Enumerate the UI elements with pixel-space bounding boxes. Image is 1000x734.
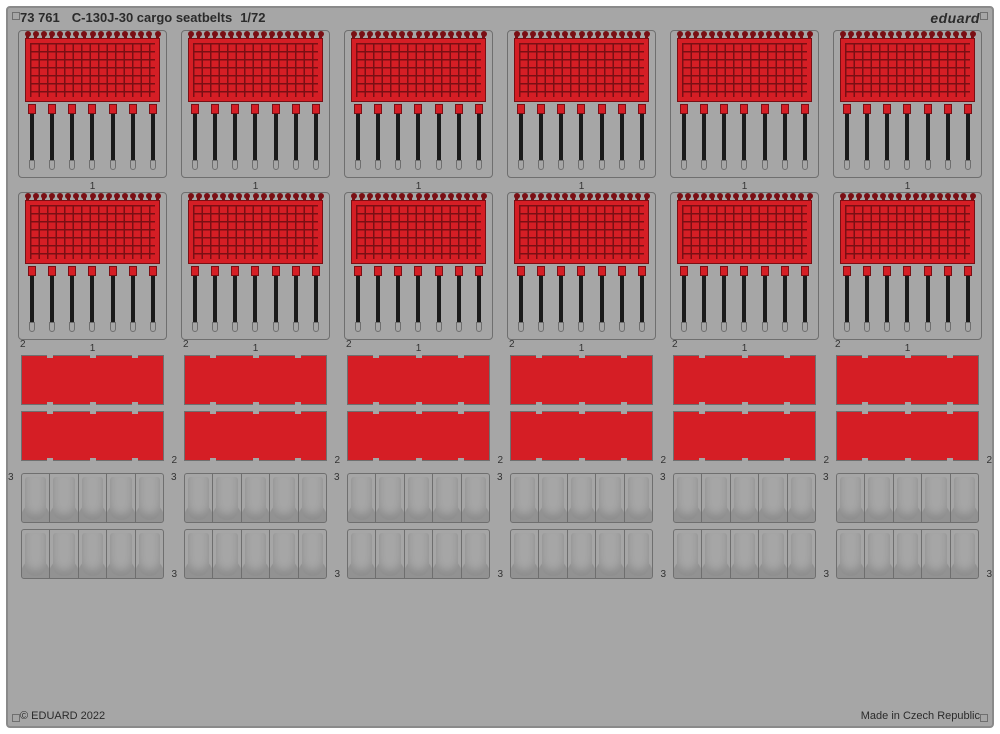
part-label: 3 (497, 569, 503, 580)
part-label: 1 (742, 181, 748, 192)
part-label: 3 (171, 569, 177, 580)
seatbelt-part: 1 (181, 192, 330, 340)
part-label: 2 (334, 455, 340, 466)
part-label: 3 (823, 569, 829, 580)
part-label: 2 (660, 455, 666, 466)
part-label: 3 (8, 472, 14, 483)
sheet: 73 761 C-130J-30 cargo seatbelts 1/72 ed… (0, 0, 1000, 734)
red-panel-part: 22 (670, 352, 819, 464)
part-label: 1 (416, 181, 422, 192)
part-label: 1 (253, 181, 259, 192)
grey-cushion-part: 33 (181, 470, 330, 582)
part-label: 3 (334, 569, 340, 580)
corner-hole (12, 714, 20, 722)
row-seatbelt: 111111 (18, 30, 982, 178)
seatbelt-part: 1 (670, 30, 819, 178)
part-label: 1 (579, 181, 585, 192)
seatbelt-part: 1 (181, 30, 330, 178)
part-label: 1 (905, 181, 911, 192)
part-label: 2 (986, 455, 992, 466)
row-red-panel: 222222222222 (18, 352, 982, 464)
scale: 1/72 (240, 10, 265, 28)
grey-cushion-part: 33 (507, 470, 656, 582)
part-label: 2 (20, 339, 26, 350)
title: C-130J-30 cargo seatbelts (72, 10, 232, 28)
red-panel-part: 22 (18, 352, 167, 464)
grey-cushion-part: 33 (344, 470, 493, 582)
brand: eduard (930, 10, 980, 28)
seatbelt-part: 1 (18, 30, 167, 178)
part-label: 3 (171, 472, 177, 483)
part-label: 3 (660, 569, 666, 580)
part-label: 2 (823, 455, 829, 466)
part-label: 2 (835, 339, 841, 350)
part-label: 3 (660, 472, 666, 483)
copyright: © EDUARD 2022 (20, 710, 105, 722)
grey-cushion-part: 33 (670, 470, 819, 582)
seatbelt-part: 1 (344, 30, 493, 178)
seatbelt-part: 1 (670, 192, 819, 340)
grey-cushion-part: 33 (18, 470, 167, 582)
corner-hole (980, 714, 988, 722)
red-panel-part: 22 (344, 352, 493, 464)
grey-cushion-part: 33 (833, 470, 982, 582)
part-label: 3 (823, 472, 829, 483)
header: 73 761 C-130J-30 cargo seatbelts 1/72 ed… (20, 10, 980, 28)
seatbelt-part: 1 (344, 192, 493, 340)
part-label: 2 (183, 339, 189, 350)
part-label: 3 (497, 472, 503, 483)
sku: 73 761 (20, 10, 60, 28)
seatbelt-part: 1 (18, 192, 167, 340)
part-label: 2 (672, 339, 678, 350)
part-label: 3 (334, 472, 340, 483)
seatbelt-part: 1 (507, 192, 656, 340)
part-label: 3 (986, 569, 992, 580)
red-panel-part: 22 (833, 352, 982, 464)
corner-hole (980, 12, 988, 20)
part-label: 1 (90, 181, 96, 192)
corner-hole (12, 12, 20, 20)
parts-grid: 111111111111222222222222333333333333 (18, 30, 982, 704)
red-panel-part: 22 (181, 352, 330, 464)
footer: © EDUARD 2022 Made in Czech Republic (20, 710, 980, 722)
seatbelt-part: 1 (833, 30, 982, 178)
row-grey-cushion: 333333333333 (18, 470, 982, 582)
photo-etch-fret: 73 761 C-130J-30 cargo seatbelts 1/72 ed… (6, 6, 994, 728)
part-label: 2 (509, 339, 515, 350)
row-seatbelt: 111111 (18, 192, 982, 340)
red-panel-part: 22 (507, 352, 656, 464)
part-label: 2 (497, 455, 503, 466)
seatbelt-part: 1 (833, 192, 982, 340)
part-label: 2 (171, 455, 177, 466)
origin: Made in Czech Republic (861, 710, 980, 722)
seatbelt-part: 1 (507, 30, 656, 178)
part-label: 2 (346, 339, 352, 350)
